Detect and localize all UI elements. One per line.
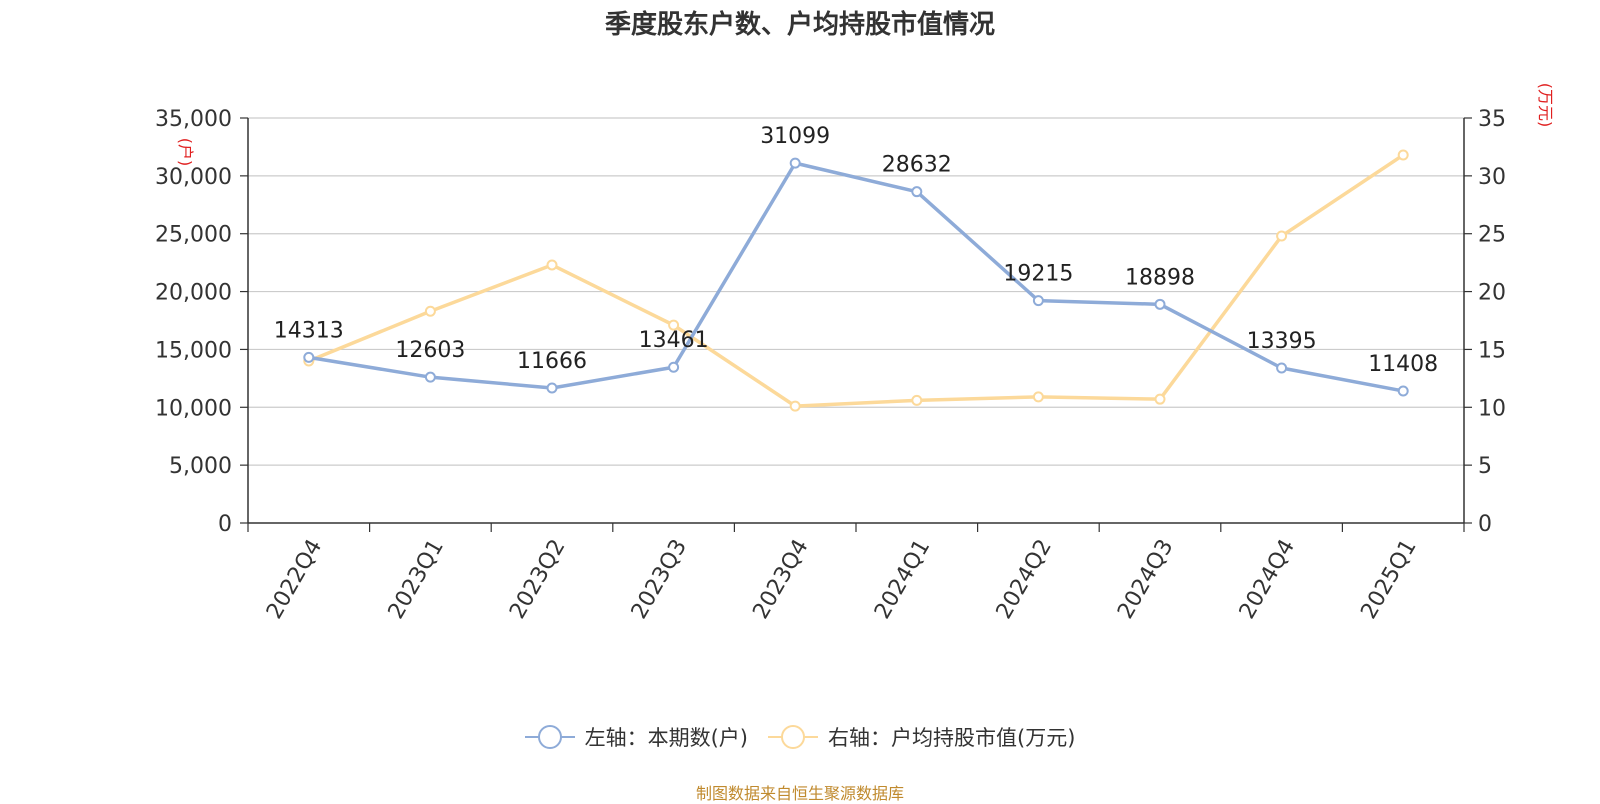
x-tick-label: 2023Q3 <box>627 535 692 623</box>
right-tick-label: 30 <box>1478 165 1506 190</box>
data-label: 11666 <box>517 349 587 374</box>
legend-item-left[interactable]: 左轴：本期数(户) <box>524 722 748 752</box>
right-tick-label: 35 <box>1478 107 1506 132</box>
chart-plot: 0 0 5,000 5 10,000 10 15,000 15 20,000 20 25,000 25… <box>155 83 1555 624</box>
left-tick-label: 30,000 <box>155 165 232 190</box>
left-tick-label: 5,000 <box>169 454 232 479</box>
left-tick-label: 0 <box>218 512 232 537</box>
x-tick-label: 2024Q4 <box>1235 535 1300 623</box>
right-tick-label: 20 <box>1478 281 1506 306</box>
data-point-left[interactable] <box>1032 295 1044 307</box>
data-point-left[interactable] <box>911 186 923 198</box>
left-tick-label: 35,000 <box>155 107 232 132</box>
right-tick-label: 0 <box>1478 512 1492 537</box>
x-tick-label: 2024Q2 <box>992 535 1057 623</box>
data-label: 19215 <box>1003 262 1073 287</box>
right-tick-label: 25 <box>1478 223 1506 248</box>
data-labels: 14313 12603 11666 13461 31099 28632 19215 18898… <box>274 124 1438 377</box>
series <box>303 149 1409 412</box>
data-label: 31099 <box>760 124 830 149</box>
right-tick-label: 5 <box>1478 454 1492 479</box>
x-tick-label: 2023Q2 <box>505 535 570 623</box>
x-tick-label: 2022Q4 <box>262 535 327 623</box>
left-tick-label: 25,000 <box>155 223 232 248</box>
left-tick-label: 15,000 <box>155 338 232 363</box>
chart-title: 季度股东户数、户均持股市值情况 <box>604 10 995 40</box>
legend-label-left: 左轴：本期数(户) <box>584 726 748 750</box>
legend-label-right: 右轴：户均持股市值(万元) <box>828 726 1076 750</box>
data-label: 13461 <box>639 328 709 353</box>
legend-item-right[interactable]: 右轴：户均持股市值(万元) <box>768 722 1075 752</box>
series-line-right <box>308 153 1405 408</box>
legend: 左轴：本期数(户) 右轴：户均持股市值(万元) <box>0 722 1600 752</box>
x-tick-label: 2023Q4 <box>748 535 813 623</box>
data-point-right[interactable] <box>546 259 558 271</box>
data-point-right[interactable] <box>789 400 801 412</box>
source-note: 制图数据来自恒生聚源数据库 <box>695 784 904 803</box>
x-tick-label: 2024Q1 <box>870 535 935 623</box>
data-point-right[interactable] <box>1154 393 1166 405</box>
data-point-right[interactable] <box>911 394 923 406</box>
right-tick-label: 10 <box>1478 396 1506 421</box>
data-label: 14313 <box>274 318 344 343</box>
data-label: 28632 <box>882 153 952 178</box>
x-tick-label: 2025Q1 <box>1356 535 1421 623</box>
data-point-right[interactable] <box>424 305 436 317</box>
data-point-left[interactable] <box>424 371 436 383</box>
x-tick-label: 2024Q3 <box>1113 535 1178 623</box>
data-point-left[interactable] <box>1397 385 1409 397</box>
data-point-left[interactable] <box>1276 362 1288 374</box>
series-line-left <box>308 161 1404 393</box>
data-point-right[interactable] <box>1276 230 1288 242</box>
data-point-left[interactable] <box>668 361 680 373</box>
grid-lines <box>248 117 1464 466</box>
data-point-left[interactable] <box>546 382 558 394</box>
left-axis-label: (户) <box>176 138 195 167</box>
legend-marker-left-icon <box>524 725 575 749</box>
data-point-right[interactable] <box>668 319 680 331</box>
data-point-left[interactable] <box>1154 298 1166 310</box>
legend-marker-right-icon <box>768 725 818 749</box>
left-tick-label: 10,000 <box>155 396 232 421</box>
data-label: 12603 <box>395 338 465 363</box>
data-point-left[interactable] <box>303 351 315 363</box>
right-tick-label: 15 <box>1478 338 1506 363</box>
data-label: 11408 <box>1368 352 1438 377</box>
data-label: 18898 <box>1125 265 1195 290</box>
left-tick-label: 20,000 <box>155 281 232 306</box>
data-point-left[interactable] <box>789 157 801 169</box>
x-tick-label: 2023Q1 <box>384 535 449 623</box>
data-point-right[interactable] <box>1397 149 1409 161</box>
right-axis-label: (万元) <box>1536 83 1555 128</box>
data-label: 13395 <box>1247 329 1317 354</box>
data-point-right[interactable] <box>1032 391 1044 403</box>
